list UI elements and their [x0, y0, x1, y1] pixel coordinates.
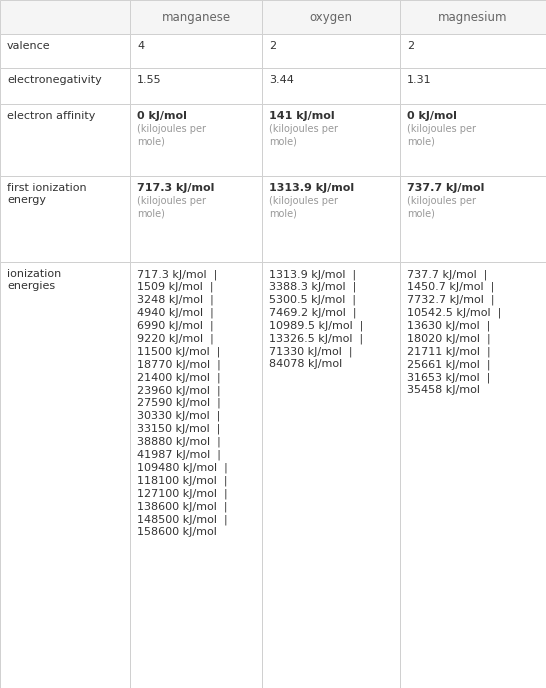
Bar [262, 262, 400, 688]
Bar [400, 34, 546, 68]
Bar [130, 34, 262, 68]
Bar [130, 68, 262, 104]
Text: (kilojoules per
mole): (kilojoules per mole) [137, 196, 206, 218]
Text: valence: valence [7, 41, 51, 51]
Bar [262, 68, 400, 104]
Bar [130, 0, 262, 34]
Bar [0, 34, 130, 68]
Text: 4: 4 [137, 41, 144, 51]
Text: 2: 2 [269, 41, 276, 51]
Text: 1.31: 1.31 [407, 75, 432, 85]
Bar [130, 176, 262, 262]
Bar [0, 262, 130, 688]
Bar [262, 104, 400, 176]
Text: (kilojoules per
mole): (kilojoules per mole) [137, 124, 206, 146]
Bar [262, 34, 400, 68]
Bar [130, 262, 262, 688]
Bar [0, 0, 130, 34]
Bar [400, 0, 546, 34]
Bar [400, 104, 546, 176]
Text: (kilojoules per
mole): (kilojoules per mole) [407, 124, 476, 146]
Text: first ionization
energy: first ionization energy [7, 183, 87, 206]
Bar [400, 262, 546, 688]
Text: electronegativity: electronegativity [7, 75, 102, 85]
Text: oxygen: oxygen [310, 10, 353, 23]
Text: 717.3 kJ/mol: 717.3 kJ/mol [137, 183, 215, 193]
Text: manganese: manganese [162, 10, 230, 23]
Bar [262, 176, 400, 262]
Bar [400, 176, 546, 262]
Text: 141 kJ/mol: 141 kJ/mol [269, 111, 335, 121]
Text: (kilojoules per
mole): (kilojoules per mole) [269, 196, 338, 218]
Bar [262, 0, 400, 34]
Text: 1.55: 1.55 [137, 75, 162, 85]
Text: (kilojoules per
mole): (kilojoules per mole) [269, 124, 338, 146]
Bar [0, 176, 130, 262]
Text: 0 kJ/mol: 0 kJ/mol [137, 111, 187, 121]
Text: magnesium: magnesium [438, 10, 508, 23]
Text: 737.7 kJ/mol: 737.7 kJ/mol [407, 183, 484, 193]
Text: electron affinity: electron affinity [7, 111, 96, 121]
Text: 1313.9 kJ/mol: 1313.9 kJ/mol [269, 183, 354, 193]
Bar [0, 68, 130, 104]
Text: 2: 2 [407, 41, 414, 51]
Text: 0 kJ/mol: 0 kJ/mol [407, 111, 457, 121]
Text: ionization
energies: ionization energies [7, 269, 61, 292]
Text: 1313.9 kJ/mol  |
3388.3 kJ/mol  |
5300.5 kJ/mol  |
7469.2 kJ/mol  |
10989.5 kJ/m: 1313.9 kJ/mol | 3388.3 kJ/mol | 5300.5 k… [269, 269, 364, 369]
Bar [400, 68, 546, 104]
Text: 737.7 kJ/mol  |
1450.7 kJ/mol  |
7732.7 kJ/mol  |
10542.5 kJ/mol  |
13630 kJ/mol: 737.7 kJ/mol | 1450.7 kJ/mol | 7732.7 kJ… [407, 269, 501, 395]
Bar [130, 104, 262, 176]
Text: 717.3 kJ/mol  |
1509 kJ/mol  |
3248 kJ/mol  |
4940 kJ/mol  |
6990 kJ/mol  |
9220: 717.3 kJ/mol | 1509 kJ/mol | 3248 kJ/mol… [137, 269, 228, 537]
Bar [0, 104, 130, 176]
Text: 3.44: 3.44 [269, 75, 294, 85]
Text: (kilojoules per
mole): (kilojoules per mole) [407, 196, 476, 218]
